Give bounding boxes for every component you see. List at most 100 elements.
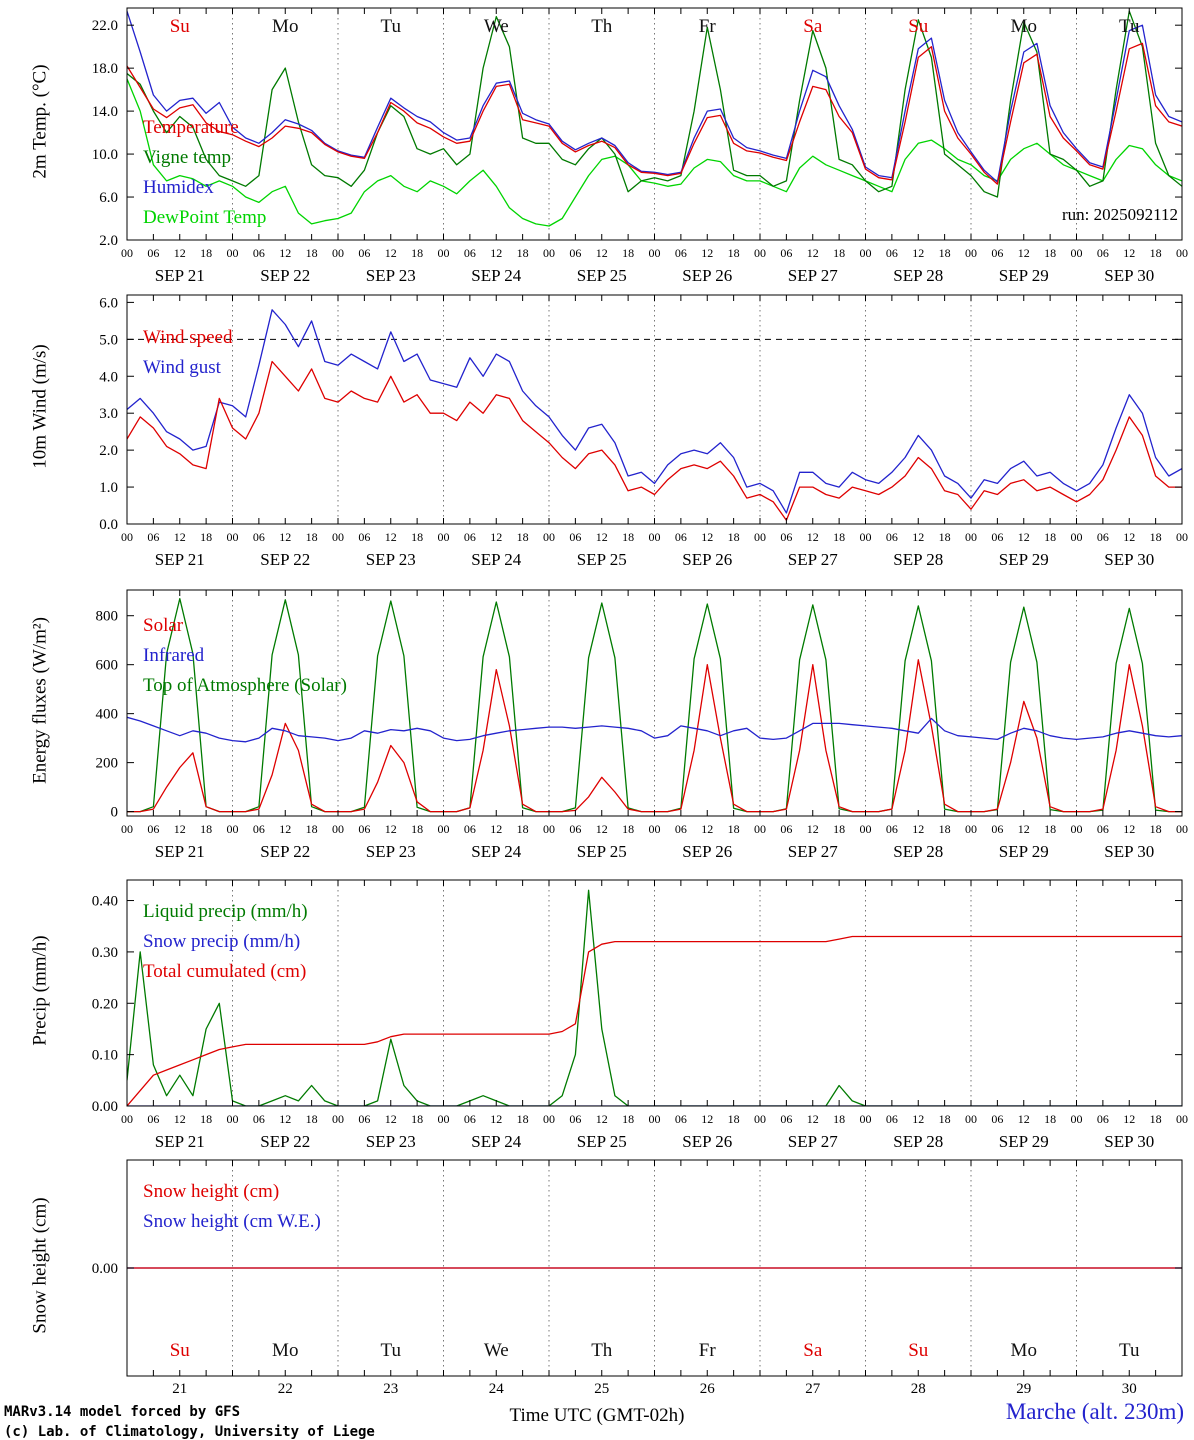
svg-text:SEP 26: SEP 26	[682, 550, 732, 569]
svg-text:SEP 27: SEP 27	[788, 550, 838, 569]
svg-text:12: 12	[1123, 530, 1135, 544]
svg-text:Tu: Tu	[381, 1340, 402, 1361]
svg-text:12: 12	[596, 246, 608, 260]
legend-vigne-temp: Vigne temp	[143, 147, 232, 168]
svg-text:SEP 25: SEP 25	[577, 842, 627, 861]
svg-text:06: 06	[358, 530, 370, 544]
svg-text:06: 06	[147, 530, 159, 544]
svg-text:06: 06	[675, 1112, 687, 1126]
svg-text:SEP 22: SEP 22	[260, 842, 310, 861]
svg-text:00: 00	[332, 822, 344, 836]
svg-text:SEP 24: SEP 24	[471, 266, 521, 285]
legend-wind-speed: Wind speed	[143, 327, 233, 348]
svg-text:06: 06	[358, 246, 370, 260]
svg-text:1.0: 1.0	[99, 480, 118, 496]
model-credit: MARv3.14 model forced by GFS (c) Lab. of…	[4, 1402, 375, 1440]
svg-text:18: 18	[1150, 822, 1162, 836]
svg-text:18: 18	[1044, 246, 1056, 260]
legend-solar: Solar	[143, 615, 184, 636]
svg-text:18: 18	[411, 822, 423, 836]
y-axis-label-wind: 10m Wind (m/s)	[29, 344, 51, 469]
svg-text:Su: Su	[908, 16, 929, 37]
svg-text:12: 12	[1018, 822, 1030, 836]
svg-text:12: 12	[701, 246, 713, 260]
svg-text:18: 18	[622, 1112, 634, 1126]
svg-text:18.0: 18.0	[92, 61, 118, 77]
svg-text:06: 06	[253, 246, 265, 260]
svg-text:00: 00	[121, 822, 133, 836]
svg-text:12: 12	[807, 822, 819, 836]
svg-text:2.0: 2.0	[99, 233, 118, 249]
svg-text:22: 22	[278, 1381, 293, 1397]
svg-text:06: 06	[358, 1112, 370, 1126]
legend-snow-height: Snow height (cm)	[143, 1181, 280, 1202]
svg-text:23: 23	[383, 1381, 398, 1397]
svg-text:12: 12	[912, 1112, 924, 1126]
svg-text:SEP 27: SEP 27	[788, 1132, 838, 1151]
svg-text:12: 12	[596, 1112, 608, 1126]
svg-text:00: 00	[1176, 530, 1188, 544]
svg-text:00: 00	[227, 1112, 239, 1126]
svg-text:18: 18	[517, 530, 529, 544]
svg-text:18: 18	[1044, 822, 1056, 836]
y-axis-label-snow: Snow height (cm)	[29, 1197, 51, 1334]
svg-text:18: 18	[1150, 1112, 1162, 1126]
svg-text:18: 18	[517, 822, 529, 836]
svg-text:0: 0	[111, 805, 119, 821]
svg-text:06: 06	[991, 246, 1003, 260]
svg-text:00: 00	[649, 1112, 661, 1126]
svg-text:06: 06	[675, 246, 687, 260]
svg-text:3.0: 3.0	[99, 406, 118, 422]
legend-snow-height-we: Snow height (cm W.E.)	[143, 1211, 321, 1232]
svg-text:12: 12	[1123, 822, 1135, 836]
svg-text:00: 00	[754, 530, 766, 544]
svg-text:SEP 23: SEP 23	[366, 842, 416, 861]
svg-text:00: 00	[121, 530, 133, 544]
svg-text:18: 18	[517, 246, 529, 260]
svg-text:06: 06	[464, 530, 476, 544]
svg-text:06: 06	[358, 822, 370, 836]
svg-text:18: 18	[622, 530, 634, 544]
svg-text:28: 28	[911, 1381, 926, 1397]
svg-text:SEP 29: SEP 29	[999, 266, 1049, 285]
svg-text:SEP 24: SEP 24	[471, 550, 521, 569]
svg-text:12: 12	[1123, 1112, 1135, 1126]
svg-text:12: 12	[490, 822, 502, 836]
svg-text:SEP 22: SEP 22	[260, 550, 310, 569]
svg-text:Th: Th	[591, 1340, 613, 1361]
svg-text:12: 12	[174, 822, 186, 836]
svg-text:SEP 25: SEP 25	[577, 550, 627, 569]
y-axis-label-precip: Precip (mm/h)	[29, 935, 51, 1046]
svg-text:00: 00	[438, 822, 450, 836]
svg-text:18: 18	[728, 530, 740, 544]
svg-text:00: 00	[1071, 530, 1083, 544]
svg-text:SEP 21: SEP 21	[155, 550, 205, 569]
svg-text:SEP 23: SEP 23	[366, 550, 416, 569]
run-label: run: 2025092112	[1061, 205, 1178, 224]
svg-text:00: 00	[1176, 246, 1188, 260]
svg-text:26: 26	[700, 1381, 716, 1397]
svg-text:18: 18	[1044, 1112, 1056, 1126]
svg-text:12: 12	[490, 530, 502, 544]
svg-text:6.0: 6.0	[99, 295, 118, 311]
svg-text:0.30: 0.30	[92, 945, 118, 961]
svg-text:24: 24	[489, 1381, 505, 1397]
svg-text:18: 18	[200, 246, 212, 260]
svg-text:12: 12	[1018, 246, 1030, 260]
svg-text:00: 00	[754, 1112, 766, 1126]
svg-text:00: 00	[543, 530, 555, 544]
svg-text:06: 06	[991, 1112, 1003, 1126]
svg-text:18: 18	[939, 1112, 951, 1126]
svg-text:06: 06	[147, 1112, 159, 1126]
svg-text:00: 00	[227, 822, 239, 836]
svg-text:12: 12	[385, 246, 397, 260]
svg-text:00: 00	[438, 1112, 450, 1126]
svg-text:12: 12	[385, 822, 397, 836]
svg-text:00: 00	[860, 822, 872, 836]
model-credit-line2: (c) Lab. of Climatology, University of L…	[4, 1424, 375, 1440]
svg-text:SEP 28: SEP 28	[893, 842, 943, 861]
svg-text:18: 18	[200, 822, 212, 836]
svg-text:0.10: 0.10	[92, 1048, 118, 1064]
svg-text:06: 06	[1097, 246, 1109, 260]
svg-text:29: 29	[1016, 1381, 1031, 1397]
